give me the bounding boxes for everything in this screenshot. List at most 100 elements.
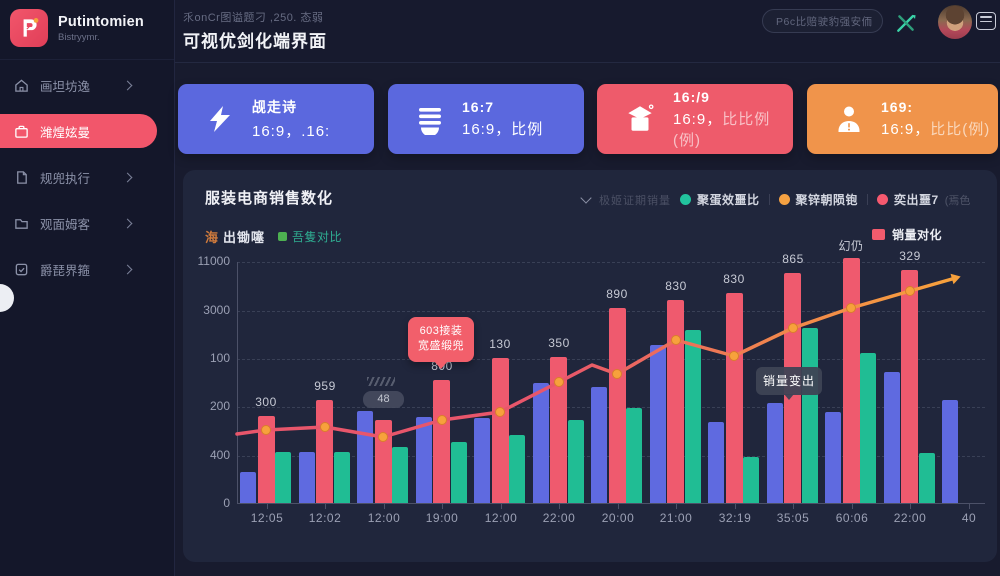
search-placeholder: P6c比赔驶豹强安侕 xyxy=(776,15,873,28)
green-legend-dot xyxy=(278,232,288,241)
legend-dot xyxy=(680,194,691,205)
bar-blue[interactable] xyxy=(591,387,607,503)
legend-item-compare[interactable]: 吾隻对比 xyxy=(292,230,343,244)
chart-title: 服装电商销售数化 xyxy=(205,190,334,207)
bar-red[interactable] xyxy=(316,400,333,503)
stat-card-title: 16:/9 xyxy=(673,88,710,105)
avatar[interactable] xyxy=(938,5,972,39)
bar-red[interactable] xyxy=(550,357,567,503)
legend-dropdown-label[interactable]: 极姬证期销量 xyxy=(599,194,671,207)
stat-card[interactable]: 16:/9 16:9，比比例(例) xyxy=(597,84,793,154)
box-icon xyxy=(14,124,29,139)
bar-blue[interactable] xyxy=(650,345,666,503)
bar-red[interactable] xyxy=(492,358,509,503)
sidebar-item[interactable]: 爵琵界箍 xyxy=(0,252,157,286)
bar-red[interactable] xyxy=(609,308,626,503)
sidebar-item[interactable]: 画坦坊逸 xyxy=(0,68,157,102)
person-icon xyxy=(833,103,865,135)
bar-red[interactable] xyxy=(375,420,392,503)
sidebar-item[interactable]: 潍煌妶曼 xyxy=(0,114,157,148)
legend-item[interactable]: 聚蛋效噩比 xyxy=(680,191,760,208)
bar-blue[interactable] xyxy=(708,422,724,503)
stat-card[interactable]: 觇走诗 16:9，.16: xyxy=(178,84,374,154)
legend-label: 奕出噩7 xyxy=(894,193,939,207)
line-legend[interactable]: 销量对化 xyxy=(872,226,942,243)
small-tooltip: 48 xyxy=(363,391,404,408)
bar-green[interactable] xyxy=(685,330,701,503)
search-input[interactable]: P6c比赔驶豹强安侕 xyxy=(762,9,883,33)
stat-card-value: 16:9，.16: xyxy=(252,123,331,140)
legend-separator xyxy=(867,194,869,205)
page-title: 可视优剑化端界面 xyxy=(183,32,327,51)
bar-green[interactable] xyxy=(743,457,759,503)
stat-card-value: 16:9，比例 xyxy=(462,121,544,138)
bar-blue[interactable] xyxy=(474,418,490,503)
sidebar-item-label: 观面姆客 xyxy=(40,217,91,232)
chevron-right-icon xyxy=(122,172,133,182)
legend-separator xyxy=(768,194,770,205)
breadcrumb: 乑onCr图谥题刁 ,250. 态弱 xyxy=(183,12,324,24)
chevron-right-icon xyxy=(122,80,133,90)
chevron-right-icon xyxy=(122,218,133,228)
bar-blue[interactable] xyxy=(884,372,900,503)
bar-red[interactable] xyxy=(901,270,918,503)
header-divider xyxy=(175,62,1000,63)
chevron-down-icon[interactable] xyxy=(580,192,592,204)
bar-blue[interactable] xyxy=(357,411,373,503)
legend-dot xyxy=(778,194,790,205)
bar-blue[interactable] xyxy=(825,412,841,503)
bar-blue[interactable] xyxy=(533,383,549,503)
bar-blue[interactable] xyxy=(299,452,315,503)
bar-red[interactable] xyxy=(258,416,275,503)
legend-item[interactable]: 奕出噩7 (焉色 xyxy=(877,191,970,208)
stat-card-title: 16:7 xyxy=(462,99,495,115)
bar-red[interactable] xyxy=(667,300,684,503)
tooltip-line-2: 宽盛缎兜 xyxy=(418,340,464,352)
home-icon xyxy=(14,78,29,93)
cut-tool-icon[interactable] xyxy=(895,12,917,34)
doc-icon xyxy=(14,170,29,185)
stat-card-title: 觇走诗 xyxy=(252,99,297,115)
topbar: 乑onCr图谥题刁 ,250. 态弱 可视优剑化端界面 P6c比赔驶豹强安侕 xyxy=(175,0,1000,62)
legend-label: 聚锌朝陨铇 xyxy=(795,193,859,207)
bar-blue[interactable] xyxy=(767,403,783,503)
sub-legend-label: 出锄噻 xyxy=(223,230,266,245)
window-icon[interactable] xyxy=(976,12,996,30)
bar-green[interactable] xyxy=(802,328,818,503)
bolt-icon xyxy=(204,103,236,135)
brand[interactable]: Putintomien Bistryymr. xyxy=(0,0,174,60)
line-legend-label: 销量对化 xyxy=(892,228,943,242)
bar-green[interactable] xyxy=(860,353,876,503)
sidebar: Putintomien Bistryymr. 画坦坊逸潍煌妶曼规兜执行观面姆客爵… xyxy=(0,0,175,576)
bar-green[interactable] xyxy=(451,442,467,503)
sidebar-item[interactable]: 规兜执行 xyxy=(0,160,157,194)
sidebar-item[interactable]: 观面姆客 xyxy=(0,206,157,240)
brand-name: Putintomien xyxy=(58,13,144,30)
bar-blue[interactable] xyxy=(240,472,256,503)
red-legend-swatch xyxy=(872,229,885,240)
sidebar-item-label: 规兜执行 xyxy=(40,171,91,186)
stat-card[interactable]: 169: 16:9，比比(例) xyxy=(807,84,998,154)
sidebar-collapse-handle[interactable] xyxy=(0,284,14,312)
bar-green[interactable] xyxy=(275,452,291,503)
bar-blue[interactable] xyxy=(416,417,432,503)
bar-blue[interactable] xyxy=(942,400,958,503)
brand-logo-icon xyxy=(10,9,48,47)
bar-green[interactable] xyxy=(568,420,584,503)
legend-suffix: (焉色 xyxy=(944,194,971,207)
folder-icon xyxy=(14,216,29,231)
chart-sub-legend: 海 出锄噻 吾隻对比 xyxy=(205,227,342,246)
bar-green[interactable] xyxy=(919,453,935,503)
bar-red[interactable] xyxy=(843,258,860,503)
stat-card-value: 16:9，比比(例) xyxy=(881,121,991,138)
bar-green[interactable] xyxy=(626,408,642,503)
bar-green[interactable] xyxy=(392,447,408,503)
stat-card[interactable]: 16:7 16:9，比例 xyxy=(388,84,584,154)
bar-red[interactable] xyxy=(433,380,450,503)
bar-green[interactable] xyxy=(509,435,525,503)
stat-card-value: 16:9，比比例(例) xyxy=(673,110,771,149)
bar-green[interactable] xyxy=(334,452,350,503)
bar-red[interactable] xyxy=(726,293,743,503)
gift-icon xyxy=(623,102,657,136)
legend-item[interactable]: 聚锌朝陨铇 xyxy=(778,191,859,208)
